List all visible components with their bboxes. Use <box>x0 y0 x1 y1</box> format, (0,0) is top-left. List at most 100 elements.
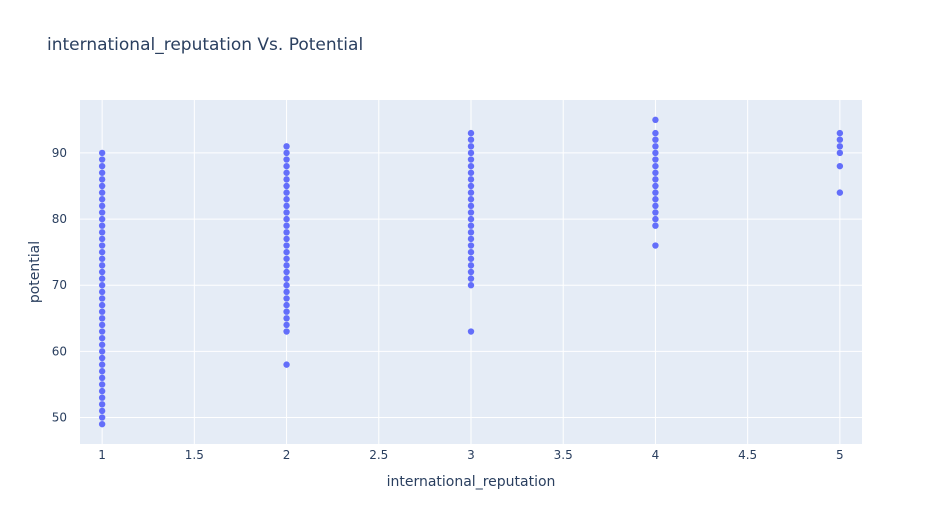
data-point[interactable] <box>98 255 106 262</box>
data-point[interactable] <box>283 156 290 163</box>
data-point[interactable] <box>98 394 106 401</box>
data-point[interactable] <box>98 321 106 329</box>
data-point[interactable] <box>283 248 290 256</box>
data-point[interactable] <box>98 162 106 170</box>
data-point[interactable] <box>467 176 475 183</box>
data-point[interactable] <box>652 189 659 196</box>
data-point[interactable] <box>283 196 290 203</box>
data-point[interactable] <box>467 209 475 216</box>
data-point[interactable] <box>283 295 290 302</box>
data-point[interactable] <box>283 361 290 368</box>
data-point[interactable] <box>98 268 106 276</box>
data-point[interactable] <box>467 182 475 190</box>
data-point[interactable] <box>283 189 290 196</box>
data-point[interactable] <box>98 348 106 355</box>
data-point[interactable] <box>98 381 106 388</box>
data-point[interactable] <box>98 374 106 382</box>
data-point[interactable] <box>467 229 475 236</box>
data-point[interactable] <box>652 169 659 176</box>
data-point[interactable] <box>98 202 106 210</box>
data-point[interactable] <box>467 196 475 203</box>
data-point[interactable] <box>98 169 106 176</box>
data-point[interactable] <box>836 129 844 137</box>
data-point[interactable] <box>98 354 106 362</box>
data-point[interactable] <box>283 169 290 176</box>
data-point[interactable] <box>652 242 659 249</box>
data-point[interactable] <box>98 215 106 223</box>
data-point[interactable] <box>98 407 106 415</box>
data-point[interactable] <box>98 420 106 428</box>
data-point[interactable] <box>98 387 106 395</box>
data-point[interactable] <box>283 143 290 150</box>
data-point[interactable] <box>467 162 475 170</box>
data-point[interactable] <box>98 401 106 408</box>
data-point[interactable] <box>283 282 290 289</box>
data-point[interactable] <box>467 156 475 163</box>
data-point[interactable] <box>836 143 844 150</box>
data-point[interactable] <box>652 215 659 223</box>
data-point[interactable] <box>467 149 475 157</box>
data-point[interactable] <box>283 176 290 183</box>
data-point[interactable] <box>283 182 290 190</box>
data-point[interactable] <box>652 156 659 163</box>
data-point[interactable] <box>652 143 659 150</box>
data-point[interactable] <box>283 288 290 296</box>
data-point[interactable] <box>836 149 844 157</box>
data-point[interactable] <box>98 315 106 322</box>
data-point[interactable] <box>283 301 290 309</box>
data-point[interactable] <box>98 248 106 256</box>
data-point[interactable] <box>98 176 106 183</box>
data-point[interactable] <box>98 301 106 309</box>
data-point[interactable] <box>98 341 106 348</box>
data-point[interactable] <box>98 334 106 342</box>
data-point[interactable] <box>467 215 475 223</box>
data-point[interactable] <box>283 275 290 282</box>
data-point[interactable] <box>652 136 659 143</box>
data-point[interactable] <box>652 196 659 203</box>
data-point[interactable] <box>467 255 475 262</box>
data-point[interactable] <box>836 162 844 170</box>
data-point[interactable] <box>283 268 290 276</box>
data-point[interactable] <box>98 288 106 296</box>
data-point[interactable] <box>467 235 475 243</box>
data-point[interactable] <box>283 328 290 335</box>
data-point[interactable] <box>836 189 844 196</box>
data-point[interactable] <box>467 222 475 229</box>
data-point[interactable] <box>98 189 106 196</box>
data-point[interactable] <box>98 149 106 157</box>
data-point[interactable] <box>652 176 659 183</box>
data-point[interactable] <box>98 368 106 375</box>
data-point[interactable] <box>467 202 475 210</box>
data-point[interactable] <box>283 215 290 223</box>
data-point[interactable] <box>467 275 475 282</box>
data-point[interactable] <box>836 136 844 143</box>
data-point[interactable] <box>467 143 475 150</box>
data-point[interactable] <box>98 414 106 421</box>
data-point[interactable] <box>652 129 659 137</box>
data-point[interactable] <box>283 315 290 322</box>
data-point[interactable] <box>467 242 475 249</box>
data-point[interactable] <box>283 242 290 249</box>
data-point[interactable] <box>283 255 290 262</box>
data-point[interactable] <box>98 222 106 229</box>
data-point[interactable] <box>98 295 106 302</box>
data-point[interactable] <box>98 308 106 315</box>
data-point[interactable] <box>467 129 475 137</box>
data-point[interactable] <box>283 262 290 269</box>
data-point[interactable] <box>98 156 106 163</box>
data-point[interactable] <box>467 328 475 335</box>
data-point[interactable] <box>467 189 475 196</box>
data-point[interactable] <box>283 202 290 210</box>
data-point[interactable] <box>98 275 106 282</box>
data-point[interactable] <box>98 209 106 216</box>
data-point[interactable] <box>467 248 475 256</box>
data-point[interactable] <box>652 149 659 157</box>
data-point[interactable] <box>467 136 475 143</box>
data-point[interactable] <box>98 328 106 335</box>
data-point[interactable] <box>98 235 106 243</box>
data-point[interactable] <box>98 196 106 203</box>
data-point[interactable] <box>467 262 475 269</box>
data-point[interactable] <box>283 222 290 229</box>
data-point[interactable] <box>98 282 106 289</box>
data-point[interactable] <box>98 182 106 190</box>
